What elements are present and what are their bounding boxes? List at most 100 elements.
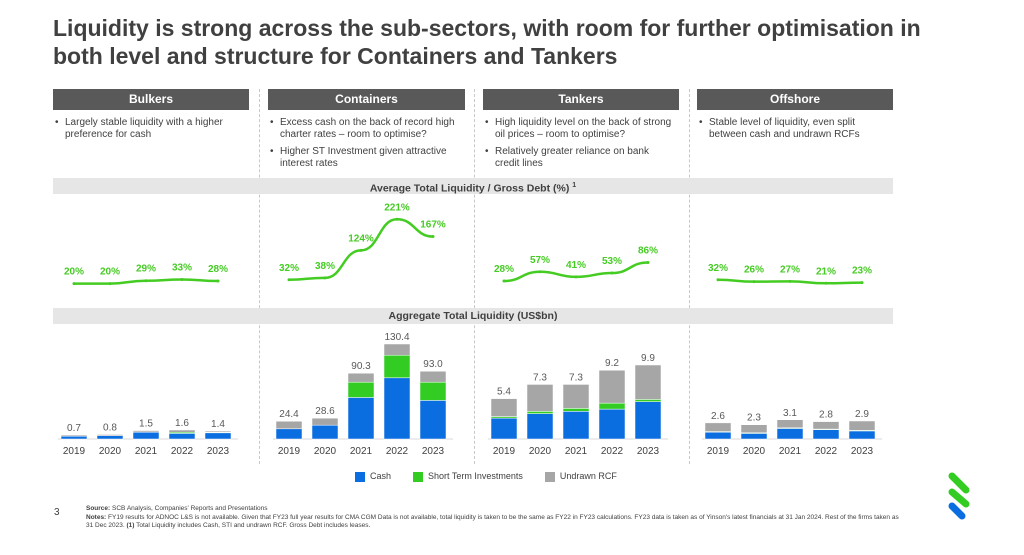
line-point bbox=[395, 217, 399, 221]
header-offshore: Offshore bbox=[697, 89, 893, 110]
bar-total-label: 3.1 bbox=[783, 408, 797, 419]
x-tick-label: 2023 bbox=[851, 446, 874, 457]
x-tick-label: 2023 bbox=[422, 446, 445, 457]
bullet: Relatively greater reliance on bank cred… bbox=[483, 146, 673, 170]
x-tick-label: 2021 bbox=[350, 446, 373, 457]
x-tick-label: 2019 bbox=[63, 446, 86, 457]
x-tick-label: 2021 bbox=[779, 446, 802, 457]
x-tick-label: 2022 bbox=[815, 446, 838, 457]
bar-cash bbox=[812, 429, 840, 440]
header-bulkers: Bulkers bbox=[53, 89, 249, 110]
bar-total-label: 28.6 bbox=[315, 406, 335, 417]
notes-text: FY19 results for ADNOC L&S is not availa… bbox=[86, 513, 899, 530]
bullet: Largely stable liquidity with a higher p… bbox=[53, 117, 243, 141]
bar-sti bbox=[634, 399, 662, 402]
line-data-label: 32% bbox=[279, 263, 299, 274]
bar-rcf bbox=[776, 419, 804, 429]
divider bbox=[689, 89, 690, 464]
line-point bbox=[646, 260, 650, 264]
bar-cash bbox=[132, 432, 160, 440]
line-point bbox=[72, 282, 76, 286]
legend-label: Undrawn RCF bbox=[559, 471, 617, 481]
footnotes: Source: SCB Analysis, Companies' Reports… bbox=[86, 505, 906, 531]
bullet: Stable level of liquidity, even split be… bbox=[697, 117, 887, 141]
legend-rcf: Undrawn RCF bbox=[544, 471, 617, 482]
bar-cash bbox=[848, 430, 876, 440]
bar-sti bbox=[598, 402, 626, 410]
bar-rcf bbox=[419, 370, 447, 383]
bar-total-label: 1.5 bbox=[139, 419, 153, 430]
x-tick-label: 2020 bbox=[743, 446, 766, 457]
notes-ref: (1) bbox=[126, 522, 135, 529]
legend-cash: Cash bbox=[355, 471, 391, 482]
legend-label: Cash bbox=[370, 471, 392, 481]
footnote-ref: 1 bbox=[572, 182, 577, 189]
line-data-label: 32% bbox=[708, 263, 728, 274]
legend-swatch bbox=[413, 471, 424, 482]
bar-total-label: 2.6 bbox=[711, 411, 725, 422]
bar-total-label: 2.3 bbox=[747, 413, 761, 424]
line-point bbox=[108, 282, 112, 286]
line-chart-title: Average Total Liquidity / Gross Debt (%)… bbox=[53, 178, 893, 195]
line-data-label: 53% bbox=[602, 256, 622, 267]
bar-rcf bbox=[60, 434, 88, 437]
bar-chart-title: Aggregate Total Liquidity (US$bn) bbox=[53, 308, 893, 324]
bar-total-label: 1.4 bbox=[211, 419, 225, 430]
bar-sti bbox=[419, 381, 447, 401]
bar-cash bbox=[490, 417, 518, 440]
line-point bbox=[323, 276, 327, 280]
bar-sti bbox=[383, 354, 411, 379]
bar-total-label: 24.4 bbox=[279, 409, 299, 420]
bar-total-label: 7.3 bbox=[533, 372, 547, 383]
line-point bbox=[538, 270, 542, 274]
line-point bbox=[502, 279, 506, 283]
divider bbox=[259, 89, 260, 464]
line-data-label: 41% bbox=[566, 260, 586, 271]
bar-rcf bbox=[848, 420, 876, 431]
line-data-label: 86% bbox=[638, 245, 658, 256]
line-point bbox=[180, 277, 184, 281]
bar-total-label: 90.3 bbox=[351, 361, 371, 372]
x-tick-label: 2020 bbox=[314, 446, 337, 457]
page-number: 3 bbox=[54, 507, 60, 518]
source-label: Source: bbox=[86, 505, 111, 512]
tankers-bullets: High liquidity level on the back of stro… bbox=[483, 117, 673, 175]
line-chart-title-text: Average Total Liquidity / Gross Debt (%) bbox=[369, 182, 570, 195]
line-data-label: 28% bbox=[208, 264, 228, 275]
line-data-label: 57% bbox=[530, 255, 550, 266]
line-point bbox=[716, 278, 720, 282]
bar-rcf bbox=[204, 430, 232, 433]
x-tick-label: 2022 bbox=[386, 446, 409, 457]
bar-sti bbox=[526, 411, 554, 414]
bar-rcf bbox=[490, 398, 518, 417]
containers-bullets: Excess cash on the back of record high c… bbox=[268, 117, 463, 175]
bar-rcf bbox=[812, 421, 840, 430]
bar-cash bbox=[419, 400, 447, 440]
bar-cash bbox=[383, 377, 411, 440]
bar-rcf bbox=[740, 424, 768, 434]
bar-sti bbox=[562, 408, 590, 412]
bullet: Higher ST Investment given attractive in… bbox=[268, 146, 463, 170]
line-data-label: 38% bbox=[315, 261, 335, 272]
bar-total-label: 9.2 bbox=[605, 358, 619, 369]
line-data-label: 29% bbox=[136, 264, 156, 275]
line-point bbox=[824, 281, 828, 285]
line-point bbox=[144, 279, 148, 283]
bar-rcf bbox=[275, 420, 303, 430]
x-tick-label: 2020 bbox=[529, 446, 552, 457]
line-point bbox=[788, 279, 792, 283]
bullet: High liquidity level on the back of stro… bbox=[483, 117, 673, 141]
line-point bbox=[216, 279, 220, 283]
source-text: SCB Analysis, Companies' Reports and Pre… bbox=[112, 505, 268, 512]
x-tick-label: 2019 bbox=[493, 446, 516, 457]
bar-cash bbox=[704, 431, 732, 440]
line-data-label: 27% bbox=[780, 264, 800, 275]
bar-rcf bbox=[132, 430, 160, 433]
line-point bbox=[287, 278, 291, 282]
legend-swatch bbox=[544, 471, 555, 482]
bar-rcf bbox=[704, 422, 732, 432]
bar-rcf bbox=[168, 429, 196, 433]
bar-cash bbox=[526, 413, 554, 440]
line-data-label: 124% bbox=[348, 233, 374, 244]
